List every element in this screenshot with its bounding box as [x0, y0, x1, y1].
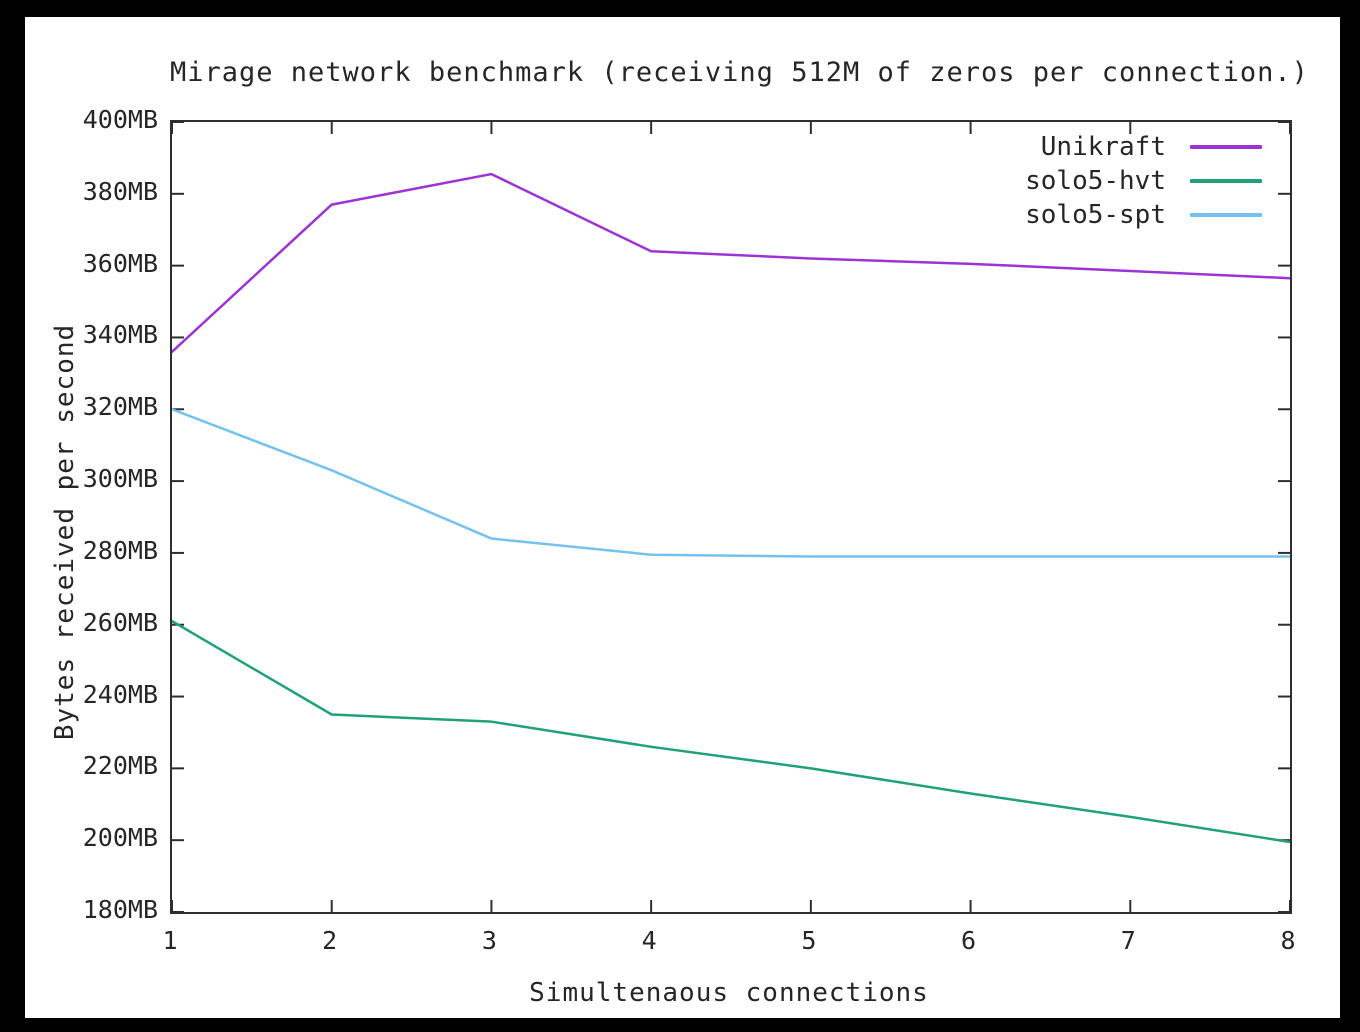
chart-title: Mirage network benchmark (receiving 512M…	[170, 57, 1309, 88]
y-tick-label: 380MB	[82, 176, 158, 206]
x-tick-label: 6	[961, 926, 977, 955]
y-tick-label: 260MB	[82, 607, 158, 637]
legend-item: solo5-spt	[1025, 198, 1262, 232]
y-tick-label: 340MB	[82, 320, 158, 350]
y-tick-label: 180MB	[82, 895, 158, 924]
series-line-solo5-spt	[172, 408, 1290, 558]
plot-svg	[172, 122, 1290, 912]
y-tick-label: 200MB	[82, 823, 158, 853]
y-tick-label: 300MB	[82, 464, 158, 494]
y-tick-label: 360MB	[82, 248, 158, 278]
legend-line-swatch	[1190, 179, 1262, 183]
x-tick-label: 5	[801, 926, 817, 955]
y-tick-label: 280MB	[82, 535, 158, 565]
legend-line-swatch	[1190, 213, 1262, 217]
x-tick-label: 2	[322, 926, 338, 955]
legend: Unikraft solo5-hvt solo5-spt	[1025, 130, 1262, 232]
y-axis-label: Bytes received per second	[50, 323, 80, 741]
legend-label: solo5-spt	[1025, 200, 1166, 230]
x-tick-label: 1	[162, 926, 178, 955]
x-tick-label: 4	[641, 926, 657, 955]
legend-label: Unikraft	[1040, 132, 1166, 162]
legend-line-swatch	[1190, 145, 1262, 149]
y-tick-label: 320MB	[82, 392, 158, 422]
legend-label: solo5-hvt	[1025, 166, 1166, 196]
chart-canvas: Mirage network benchmark (receiving 512M…	[25, 17, 1340, 1018]
series-line-unikraft	[172, 172, 1290, 354]
x-tick-label: 3	[481, 926, 497, 955]
x-tick-label: 8	[1280, 926, 1296, 955]
legend-item: solo5-hvt	[1025, 164, 1262, 198]
plot-area: Unikraft solo5-hvt solo5-spt	[170, 120, 1292, 914]
series-line-solo5-hvt	[172, 619, 1290, 844]
y-tick-label: 240MB	[82, 679, 158, 709]
legend-item: Unikraft	[1025, 130, 1262, 164]
y-tick-label: 400MB	[82, 105, 158, 134]
y-tick-label: 220MB	[82, 751, 158, 781]
x-axis-label: Simultenaous connections	[529, 978, 929, 1008]
x-tick-label: 7	[1120, 926, 1136, 955]
